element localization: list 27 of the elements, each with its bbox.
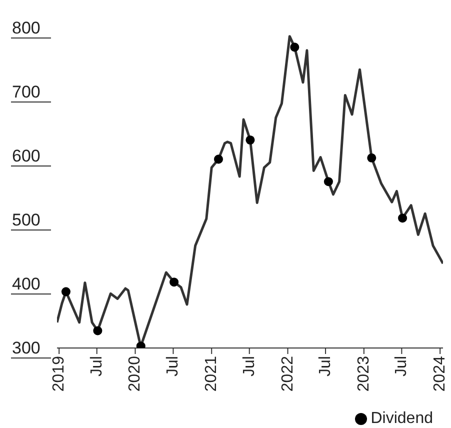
point — [290, 42, 300, 52]
x-tick-label: Jul — [393, 356, 410, 376]
x-tick-label: 2024 — [432, 356, 449, 392]
x-tick-label: 2019 — [50, 356, 68, 392]
point — [246, 135, 255, 145]
y-tick-label: 700 — [12, 82, 40, 102]
point — [214, 154, 224, 164]
legend-label: Dividend — [370, 410, 433, 427]
x-tick-label: Jul — [88, 356, 106, 376]
x-tick-label: Jul — [317, 356, 334, 376]
y-tick-label: 300 — [12, 338, 40, 358]
x-tick-label: Jul — [164, 356, 182, 376]
x-tick-label: 2021 — [203, 356, 220, 392]
y-tick-label: 400 — [12, 274, 40, 294]
point — [93, 326, 102, 336]
point — [367, 153, 376, 162]
point — [61, 287, 70, 296]
y-tick-label: 500 — [12, 210, 40, 230]
y-tick-label: 800 — [12, 18, 40, 38]
x-tick-label: 2023 — [355, 356, 372, 392]
point — [398, 214, 408, 223]
x-tick-label: Jul — [240, 356, 258, 376]
point — [324, 177, 333, 186]
x-tick-label: 2022 — [279, 356, 296, 392]
x-tick-label: 2020 — [126, 356, 144, 392]
point — [170, 278, 179, 287]
y-tick-label: 600 — [12, 146, 40, 166]
